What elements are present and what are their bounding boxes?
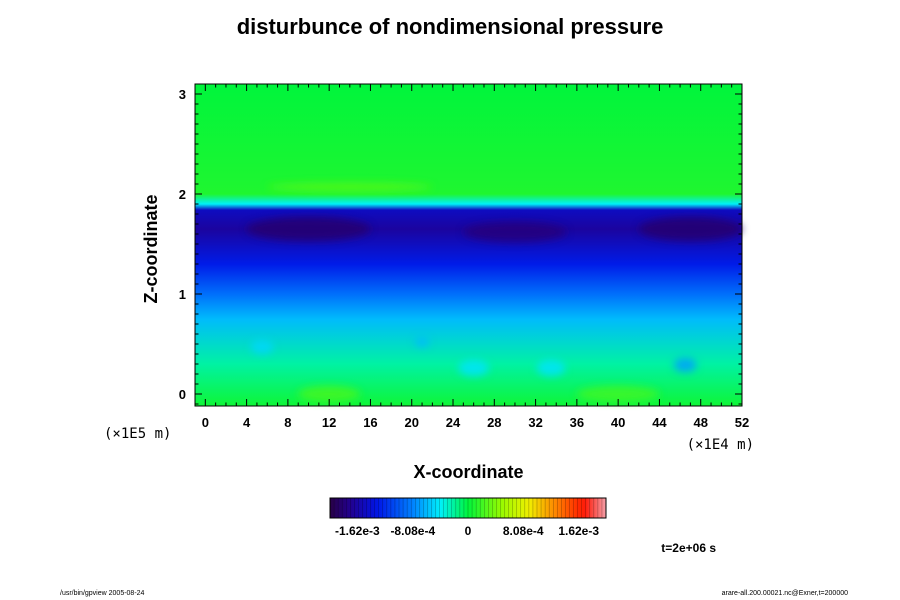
x-tick-label: 44 (652, 415, 667, 430)
field-feature (414, 337, 430, 347)
footer-left: /usr/bin/gpview 2005-08-24 (60, 590, 145, 597)
x-tick-label: 36 (570, 415, 584, 430)
x-tick-label: 28 (487, 415, 501, 430)
field-feature (536, 360, 566, 376)
colorbar-tick-label: 0 (465, 524, 472, 538)
y-tick-label: 0 (179, 387, 186, 402)
field-feature (638, 217, 742, 241)
field-feature (463, 222, 567, 242)
field-feature (576, 386, 660, 402)
field-feature (267, 183, 433, 191)
x-tick-label: 0 (202, 415, 209, 430)
x-axis-title: X-coordinate (413, 462, 523, 482)
field-features (246, 183, 742, 402)
y-unit-label: (×1E5 m) (104, 426, 171, 442)
field-feature (458, 360, 490, 376)
time-annotation: t=2e+06 s (661, 541, 716, 555)
field-feature (298, 386, 361, 402)
colorbar-tick-label: -8.08e-4 (390, 524, 435, 538)
x-tick-label: 32 (528, 415, 542, 430)
x-tick-label: 40 (611, 415, 625, 430)
axis-ticks (195, 83, 743, 406)
x-tick-label: 20 (405, 415, 419, 430)
heatmap-field (195, 84, 742, 406)
colorbar: -1.62e-3 -8.08e-4 0 8.08e-4 1.62e-3 (329, 497, 607, 538)
field-feature (673, 358, 697, 372)
colorbar-frame (329, 497, 607, 519)
colorbar-tick-label: -1.62e-3 (335, 524, 380, 538)
x-tick-label: 4 (243, 415, 251, 430)
y-tick-label: 3 (179, 87, 186, 102)
x-tick-label: 24 (446, 415, 461, 430)
x-tick-label: 52 (735, 415, 749, 430)
y-axis-title: Z-coordinate (141, 194, 161, 303)
y-tick-label: 2 (179, 187, 186, 202)
footer-right: arare-all.200.00021.nc@Exner,t=200000 (721, 590, 848, 597)
x-tick-label: 16 (363, 415, 377, 430)
x-unit-label: (×1E4 m) (687, 437, 754, 453)
field-background (195, 84, 742, 406)
plot-frame (194, 83, 743, 407)
x-tick-label: 8 (284, 415, 291, 430)
y-tick-label: 1 (179, 287, 186, 302)
colorbar-tick-label: 1.62e-3 (558, 524, 599, 538)
x-tick-label: 12 (322, 415, 336, 430)
colorbar-tick-label: 8.08e-4 (503, 524, 544, 538)
field-feature (246, 217, 371, 241)
field-feature (250, 340, 274, 354)
chart-title: disturbunce of nondimensional pressure (236, 14, 664, 39)
x-tick-label: 48 (693, 415, 707, 430)
